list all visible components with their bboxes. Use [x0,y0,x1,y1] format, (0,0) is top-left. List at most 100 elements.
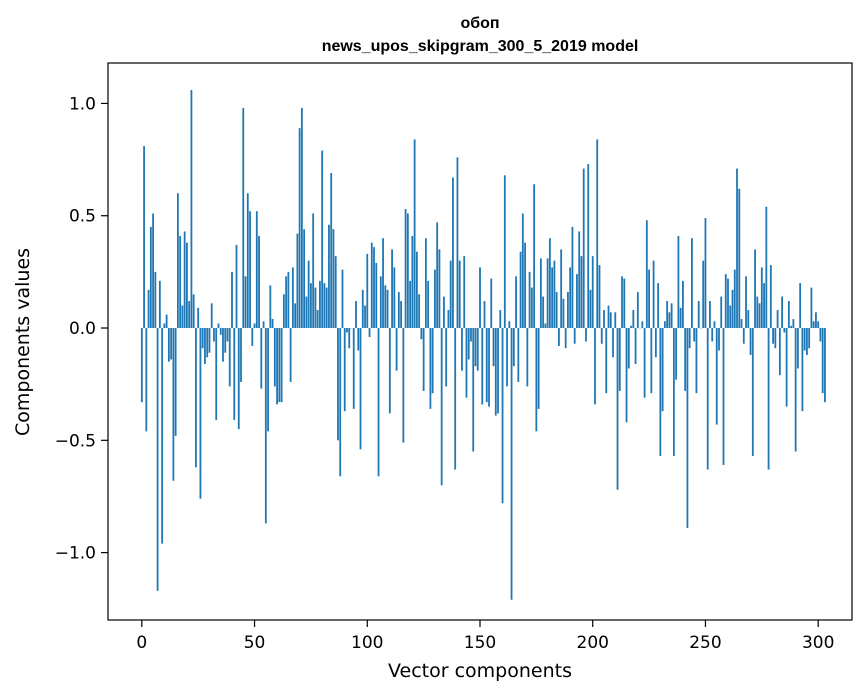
bar [299,128,301,328]
bar [792,319,794,328]
bar [783,328,785,332]
bar [384,285,386,328]
bar [337,328,339,440]
bar [508,321,510,328]
bar [321,151,323,328]
bar [747,310,749,328]
bar [563,299,565,328]
bar [542,297,544,328]
bar [511,328,513,600]
bar [533,184,535,328]
bar [166,315,168,328]
bar [186,243,188,328]
bar [806,328,808,355]
bar [459,261,461,328]
bar [666,301,668,328]
bar [294,303,296,328]
bar [817,321,819,328]
bar [678,236,680,328]
bar [495,328,497,416]
bar [549,238,551,328]
bar [263,321,265,328]
bar [296,234,298,328]
bar [427,281,429,328]
bar [461,328,463,371]
bar [535,328,537,431]
bar [416,252,418,328]
bar [267,328,269,431]
bar [193,294,195,328]
bar [689,328,691,348]
bar [499,310,501,328]
bar [369,328,371,337]
x-tick-label: 300 [802,633,834,653]
bar [522,213,524,328]
x-tick-label: 0 [136,633,147,653]
bar [218,324,220,328]
bar [414,139,416,328]
bar [436,222,438,328]
bar [603,310,605,328]
bar [342,270,344,328]
bar [531,288,533,328]
bar [646,220,648,328]
bar [152,213,154,328]
bar [484,301,486,328]
bar [745,276,747,328]
bar [732,290,734,328]
y-tick-label: 0.0 [69,319,96,339]
bar [788,301,790,328]
bar [569,267,571,328]
bar [161,328,163,544]
bar [360,328,362,449]
bar [610,312,612,328]
bar [319,281,321,328]
bar [448,310,450,328]
bar [191,90,193,328]
bar [330,173,332,328]
bar [430,328,432,409]
bar [811,288,813,328]
bar [655,328,657,357]
bar [387,290,389,328]
bar [182,306,184,328]
bar [754,249,756,328]
bar [260,328,262,389]
bar [750,328,752,355]
bar [328,225,330,328]
bar [644,328,646,398]
x-tick-label: 250 [689,633,721,653]
bar [662,328,664,411]
bar [215,328,217,420]
bar [556,292,558,328]
bar [551,267,553,328]
bar [249,211,251,328]
bar [657,283,659,328]
bar [738,189,740,328]
bar [202,328,204,348]
bar [418,294,420,328]
bar [632,310,634,328]
bar [256,211,258,328]
bar [150,227,152,328]
bar [567,292,569,328]
bar [790,326,792,328]
bar [238,328,240,429]
chart-subtitle: news_upos_skipgram_300_5_2019 model [322,38,639,55]
bar [765,207,767,328]
x-tick-label: 150 [464,633,496,653]
bar [229,328,231,386]
bar [777,310,779,328]
bar [664,321,666,328]
bar [382,238,384,328]
bar [813,321,815,328]
bar [348,328,350,348]
bar [736,169,738,328]
bar [292,267,294,328]
bar [434,270,436,328]
bar [718,328,720,350]
bar [759,303,761,328]
bar [209,328,211,353]
bar [513,328,515,366]
bar [786,328,788,407]
